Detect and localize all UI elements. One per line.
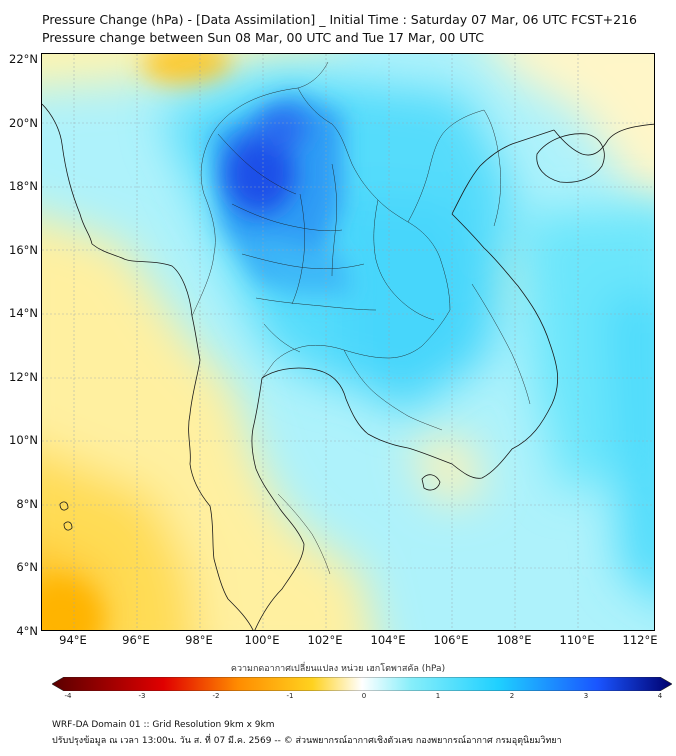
lat-label-16n: 16°N <box>9 243 38 257</box>
colorbar-tick-neg2: -2 <box>212 692 220 700</box>
lon-label-100e: 100°E <box>244 633 280 647</box>
pressure-change-map <box>41 53 655 631</box>
colorbar-caption: ความกดอากาศเปลี่ยนแปลง หน่วย เฮกโตพาสคัล… <box>230 664 446 674</box>
colorbar-gradient <box>52 677 672 691</box>
lat-label-22n: 22°N <box>9 52 38 66</box>
colorbar-tick-3: 3 <box>583 692 589 700</box>
lon-label-108e: 108°E <box>496 633 532 647</box>
country-borders <box>191 61 531 575</box>
credit-footer: ปรับปรุงข้อมูล ณ เวลา 13:00น. วัน ส. ที่… <box>52 736 562 746</box>
gridlines <box>42 54 654 630</box>
lon-label-104e: 104°E <box>370 633 406 647</box>
lat-label-18n: 18°N <box>9 179 38 193</box>
colorbar-tick-neg4: -4 <box>64 692 72 700</box>
colorbar-tick-4: 4 <box>657 692 663 700</box>
map-title: Pressure Change (hPa) - [Data Assimilati… <box>42 12 637 27</box>
colorbar-tick-1: 1 <box>435 692 441 700</box>
colorbar-tick-0: 0 <box>361 692 367 700</box>
colorbar-tick-neg1: -1 <box>286 692 294 700</box>
lon-label-96e: 96°E <box>122 633 150 647</box>
lon-label-112e: 112°E <box>622 633 658 647</box>
lat-label-6n: 6°N <box>16 560 38 574</box>
lon-label-102e: 102°E <box>307 633 343 647</box>
map-subtitle: Pressure change between Sun 08 Mar, 00 U… <box>42 30 485 45</box>
lat-label-20n: 20°N <box>9 116 38 130</box>
colorbar-tick-neg3: -3 <box>138 692 146 700</box>
lat-label-8n: 8°N <box>16 497 38 511</box>
lon-label-94e: 94°E <box>59 633 87 647</box>
lat-label-10n: 10°N <box>9 433 38 447</box>
coastlines <box>42 103 654 630</box>
lon-label-110e: 110°E <box>559 633 595 647</box>
colorbar <box>52 677 672 691</box>
field-negative-peak <box>42 54 232 630</box>
lon-label-98e: 98°E <box>185 633 213 647</box>
lat-label-14n: 14°N <box>9 306 38 320</box>
colorbar-tick-2: 2 <box>509 692 515 700</box>
lon-label-106e: 106°E <box>433 633 469 647</box>
lat-label-12n: 12°N <box>9 370 38 384</box>
lat-label-4n: 4°N <box>16 624 38 638</box>
model-info-footer: WRF-DA Domain 01 :: Grid Resolution 9km … <box>52 720 275 730</box>
